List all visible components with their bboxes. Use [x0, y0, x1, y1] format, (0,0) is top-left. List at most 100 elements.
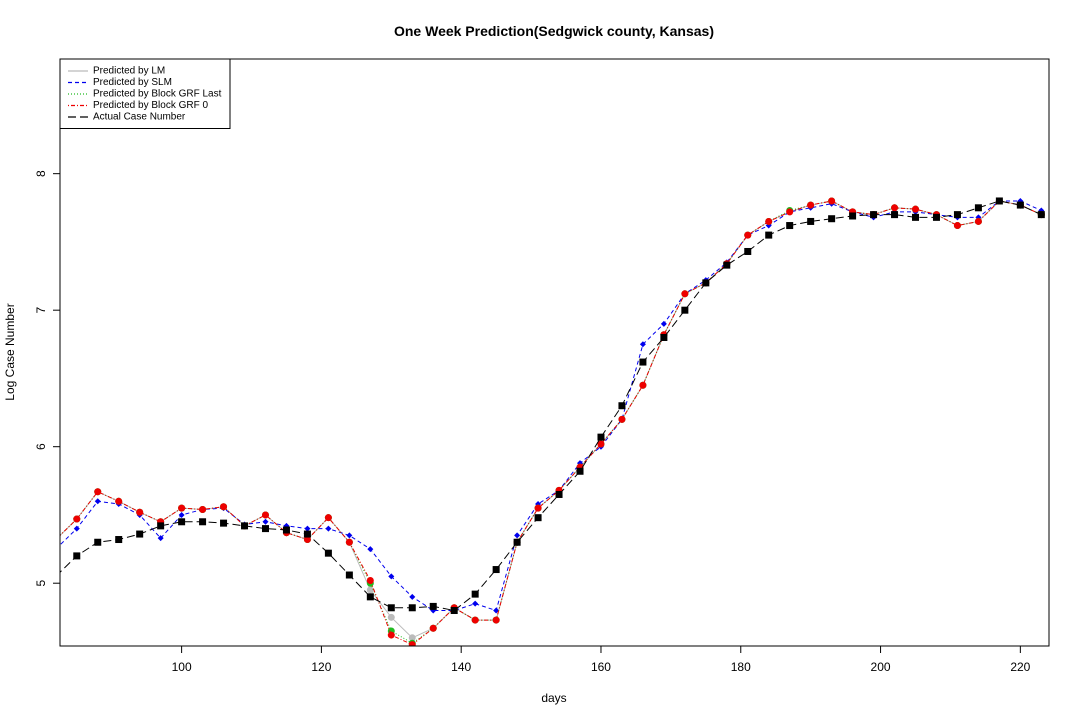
point	[681, 306, 689, 314]
point	[932, 213, 940, 221]
point	[324, 549, 332, 557]
point	[366, 576, 374, 584]
legend-label: Predicted by LM	[93, 66, 165, 77]
point	[408, 641, 416, 646]
point	[241, 522, 249, 530]
legend-label: Predicted by Block GRF 0	[93, 100, 208, 111]
x-tick-label: 100	[172, 660, 192, 674]
point	[178, 518, 186, 526]
point	[912, 213, 920, 221]
point	[618, 402, 626, 410]
point	[828, 197, 836, 205]
point	[576, 467, 584, 475]
x-tick-label: 200	[871, 660, 891, 674]
point	[366, 586, 374, 594]
y-tick-label: 5	[34, 580, 48, 587]
point	[849, 212, 857, 220]
point	[1037, 211, 1045, 219]
point	[73, 515, 81, 523]
point	[199, 505, 207, 513]
point	[744, 247, 752, 255]
point	[660, 320, 667, 327]
point	[597, 440, 605, 448]
y-tick-label: 7	[34, 307, 48, 314]
point	[912, 205, 920, 213]
point	[94, 488, 102, 496]
point	[681, 290, 689, 298]
point	[178, 504, 186, 512]
point	[261, 525, 269, 533]
series-line	[60, 200, 1042, 612]
point	[115, 536, 123, 544]
point	[387, 613, 395, 621]
point	[639, 358, 647, 366]
point	[765, 217, 773, 225]
point	[199, 518, 207, 526]
point	[702, 279, 710, 287]
point	[387, 604, 395, 612]
y-axis-label: Log Case Number	[3, 303, 17, 400]
point	[472, 600, 479, 607]
point	[807, 201, 815, 209]
x-tick-label: 160	[591, 660, 611, 674]
point	[534, 504, 542, 512]
y-tick-label: 6	[34, 443, 48, 450]
point	[261, 511, 269, 519]
point	[765, 231, 773, 239]
x-tick-label: 180	[731, 660, 751, 674]
x-tick-label: 220	[1010, 660, 1030, 674]
point	[744, 231, 752, 239]
point	[115, 497, 123, 505]
point	[136, 508, 144, 516]
point	[974, 217, 982, 225]
point	[953, 222, 961, 230]
point	[828, 215, 836, 223]
point	[94, 498, 101, 505]
point	[618, 415, 626, 423]
y-tick-label: 8	[34, 170, 48, 177]
point	[388, 573, 395, 580]
x-axis-label: days	[541, 691, 566, 705]
legend-box	[59, 58, 231, 129]
legend-label: Predicted by Block GRF Last	[93, 89, 222, 100]
point	[639, 381, 647, 389]
point	[220, 519, 228, 527]
point	[891, 211, 899, 219]
point	[157, 535, 164, 542]
legend-label: Predicted by SLM	[93, 77, 172, 88]
point	[408, 634, 416, 642]
point	[974, 204, 982, 212]
point	[304, 525, 311, 532]
point	[303, 536, 311, 544]
point	[953, 211, 961, 219]
point	[409, 593, 416, 600]
point	[639, 341, 646, 348]
point	[303, 530, 311, 538]
point	[366, 593, 374, 601]
point	[387, 631, 395, 639]
point	[94, 538, 102, 546]
point	[660, 333, 668, 341]
point	[492, 566, 500, 574]
point	[786, 208, 794, 216]
point	[367, 546, 374, 553]
point	[157, 522, 165, 530]
point	[282, 526, 290, 534]
point	[345, 538, 353, 546]
point	[471, 616, 479, 624]
point	[325, 525, 332, 532]
point	[807, 217, 815, 225]
point	[1016, 201, 1024, 209]
point	[262, 518, 269, 525]
point	[513, 538, 521, 546]
point	[73, 552, 81, 560]
x-tick-label: 140	[451, 660, 471, 674]
point	[178, 511, 185, 518]
point	[136, 530, 144, 538]
point	[345, 571, 353, 579]
x-tick-label: 120	[311, 660, 331, 674]
point	[346, 532, 353, 539]
point	[891, 204, 899, 212]
point	[73, 525, 80, 532]
